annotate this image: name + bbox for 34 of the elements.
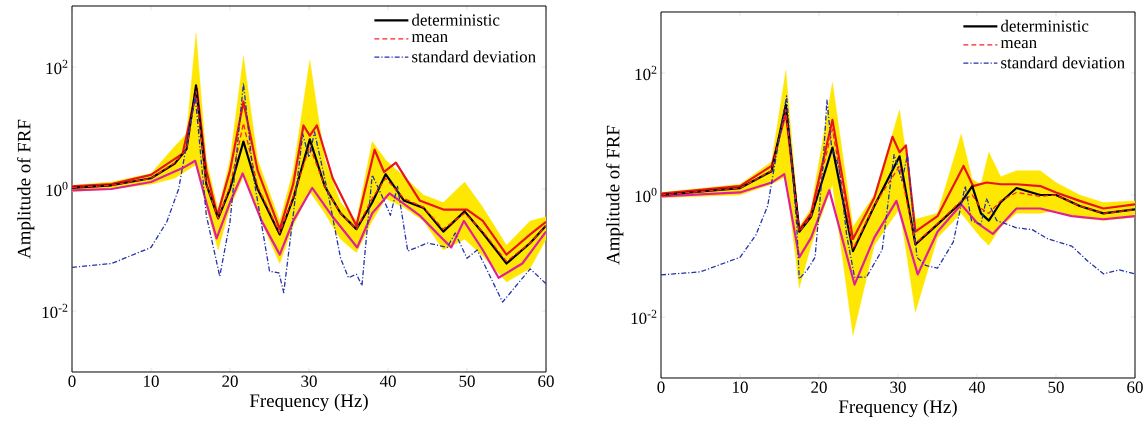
x-tick-label: 40: [379, 375, 396, 387]
x-tick-label: 20: [811, 381, 827, 393]
y-tick-label: 10$^{2}$: [46, 59, 68, 75]
line-series: [72, 82, 547, 303]
legend-label: standard deviation: [412, 50, 536, 63]
x-tick-label: 0: [657, 381, 665, 393]
y-axis-title: Amplitude of FRF: [16, 119, 35, 259]
y-tick-label: 10$^{2}$: [635, 65, 657, 81]
x-tick-label: 30: [301, 375, 317, 387]
x-tick-label: 40: [968, 381, 985, 393]
legend-label: mean: [1000, 40, 1037, 49]
line-series: [661, 95, 1136, 280]
line-series: [72, 159, 547, 279]
y-tick-label: 10$^{-2}$: [42, 303, 68, 319]
x-axis-title: Frequency (Hz): [249, 393, 368, 411]
x-tick-label: 60: [538, 375, 554, 387]
x-tick-label: 50: [459, 375, 475, 387]
y-tick-label: 10$^{0}$: [46, 181, 68, 197]
x-tick-label: 10: [733, 381, 748, 393]
legend-label: deterministic: [412, 13, 500, 26]
legend-label: deterministic: [1001, 19, 1089, 32]
y-axis-title: Amplitude of FRF: [605, 125, 624, 265]
line-series: [661, 173, 1136, 286]
x-tick-label: 10: [144, 375, 159, 387]
x-tick-label: 60: [1127, 381, 1143, 393]
x-tick-label: 0: [68, 375, 76, 387]
x-axis-title: Frequency (Hz): [838, 399, 957, 417]
y-tick-label: 10$^{-2}$: [631, 309, 657, 325]
legend-label: standard deviation: [1001, 56, 1125, 69]
x-tick-label: 50: [1048, 381, 1064, 393]
y-tick-label: 10$^{0}$: [635, 187, 657, 203]
legend-label: mean: [411, 34, 448, 43]
x-tick-label: 30: [890, 381, 906, 393]
x-tick-label: 20: [222, 375, 238, 387]
